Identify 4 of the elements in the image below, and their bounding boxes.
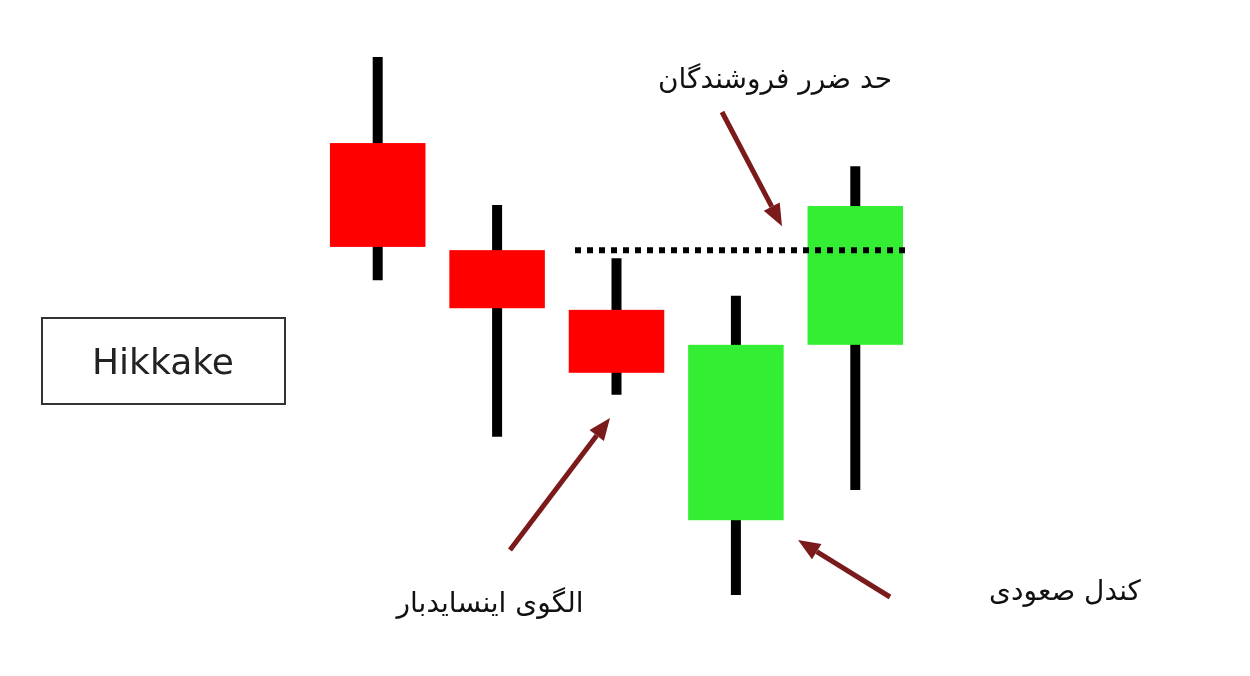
text: کندل صعودی: [989, 574, 1142, 607]
annotation: الگوی اینسایدبار: [394, 586, 584, 619]
text: Hikkake: [92, 341, 234, 382]
ref-line-label: حد ضرر فروشندگان: [658, 62, 892, 95]
